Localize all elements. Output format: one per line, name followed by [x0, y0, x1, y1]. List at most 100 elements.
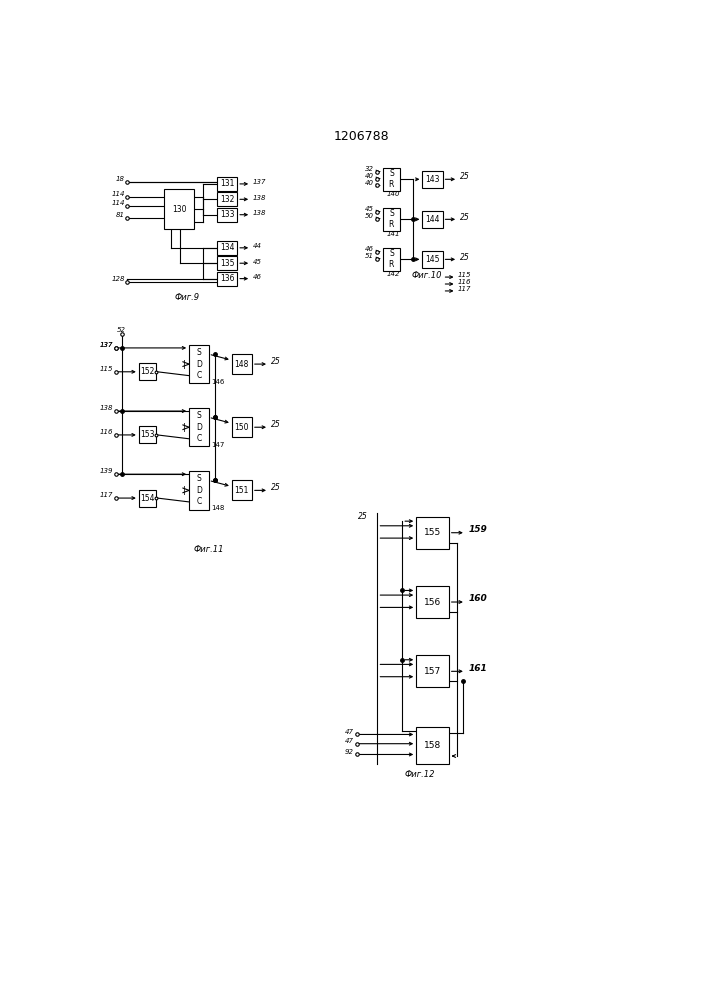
Text: R: R — [389, 180, 394, 189]
Text: Фиг.10: Фиг.10 — [411, 271, 443, 280]
Text: 147: 147 — [211, 442, 224, 448]
Text: 25: 25 — [460, 172, 469, 181]
Bar — [383, 208, 400, 231]
Bar — [383, 168, 400, 191]
Text: 40: 40 — [366, 173, 374, 179]
Text: 116: 116 — [100, 429, 113, 435]
Bar — [189, 408, 209, 446]
Text: S: S — [197, 348, 201, 357]
Text: 160: 160 — [468, 594, 487, 603]
Text: 117: 117 — [458, 286, 472, 292]
Text: 32: 32 — [366, 166, 374, 172]
Text: 47: 47 — [344, 738, 354, 744]
Text: 151: 151 — [235, 486, 249, 495]
Text: 138: 138 — [100, 405, 113, 411]
Text: C: C — [196, 371, 201, 380]
Text: 133: 133 — [220, 210, 234, 219]
Text: 45: 45 — [252, 259, 262, 265]
Text: 25: 25 — [460, 213, 469, 222]
Text: 145: 145 — [425, 255, 440, 264]
Text: S: S — [389, 249, 394, 258]
Text: 1206788: 1206788 — [334, 130, 390, 143]
Bar — [416, 586, 449, 618]
Text: C: C — [196, 497, 201, 506]
Text: R: R — [389, 220, 394, 229]
Text: 52: 52 — [117, 327, 127, 333]
Text: 131: 131 — [220, 179, 234, 188]
Text: 139: 139 — [100, 468, 113, 474]
Bar — [139, 426, 156, 443]
Text: 25: 25 — [271, 420, 281, 429]
Text: 46: 46 — [252, 274, 262, 280]
Text: |: | — [183, 360, 186, 369]
Text: 115: 115 — [458, 272, 472, 278]
Text: 161: 161 — [468, 664, 487, 673]
Text: 157: 157 — [424, 667, 441, 676]
Bar — [422, 251, 443, 268]
Text: 154: 154 — [140, 494, 155, 503]
Text: 115: 115 — [100, 366, 113, 372]
Bar — [232, 480, 252, 500]
Text: 137: 137 — [252, 179, 266, 185]
Text: 138: 138 — [252, 210, 266, 216]
Bar — [232, 417, 252, 437]
Text: R: R — [389, 260, 394, 269]
Text: S: S — [389, 209, 394, 218]
Text: 130: 130 — [172, 205, 187, 214]
Text: 153: 153 — [140, 430, 155, 439]
Text: |: | — [183, 486, 186, 495]
Text: 146: 146 — [211, 379, 224, 385]
Text: D: D — [196, 360, 201, 369]
Text: 114: 114 — [111, 191, 125, 197]
Text: D: D — [196, 486, 201, 495]
Bar — [232, 354, 252, 374]
Text: 51: 51 — [366, 253, 374, 259]
Text: 50: 50 — [366, 213, 374, 219]
Text: 18: 18 — [116, 176, 125, 182]
Bar — [189, 471, 209, 510]
Text: 117: 117 — [100, 492, 113, 498]
Bar — [217, 241, 237, 255]
Text: 81: 81 — [116, 212, 125, 218]
Text: 44: 44 — [252, 243, 262, 249]
Text: 137: 137 — [100, 342, 113, 348]
Text: 116: 116 — [458, 279, 472, 285]
Text: 136: 136 — [220, 274, 234, 283]
Text: 134: 134 — [220, 243, 234, 252]
Text: 155: 155 — [424, 528, 441, 537]
Text: 137: 137 — [100, 342, 113, 348]
Bar — [217, 272, 237, 286]
Text: 152: 152 — [140, 367, 154, 376]
Text: D: D — [196, 423, 201, 432]
Text: 156: 156 — [424, 598, 441, 607]
Text: 40: 40 — [366, 180, 374, 186]
Text: 25: 25 — [271, 483, 281, 492]
Bar — [139, 363, 156, 380]
Text: 128: 128 — [111, 276, 125, 282]
Text: 143: 143 — [425, 175, 440, 184]
Text: Фиг.12: Фиг.12 — [405, 770, 436, 779]
Bar — [422, 211, 443, 228]
Text: 141: 141 — [386, 231, 399, 237]
Bar — [383, 248, 400, 271]
Text: Фиг.9: Фиг.9 — [175, 293, 200, 302]
Text: 25: 25 — [460, 253, 469, 262]
Text: S: S — [197, 411, 201, 420]
Text: 135: 135 — [220, 259, 234, 268]
Bar — [217, 208, 237, 222]
Text: 142: 142 — [386, 271, 399, 277]
Bar — [189, 345, 209, 383]
Text: 159: 159 — [468, 525, 487, 534]
Text: S: S — [389, 169, 394, 178]
Text: 138: 138 — [252, 195, 266, 201]
Text: |: | — [183, 423, 186, 432]
Bar — [164, 189, 194, 229]
Text: 148: 148 — [211, 505, 224, 511]
Text: 150: 150 — [235, 423, 249, 432]
Text: C: C — [196, 434, 201, 443]
Text: 92: 92 — [344, 749, 354, 755]
Bar — [217, 192, 237, 206]
Bar — [139, 490, 156, 507]
Text: 140: 140 — [386, 191, 399, 197]
Bar — [416, 517, 449, 549]
